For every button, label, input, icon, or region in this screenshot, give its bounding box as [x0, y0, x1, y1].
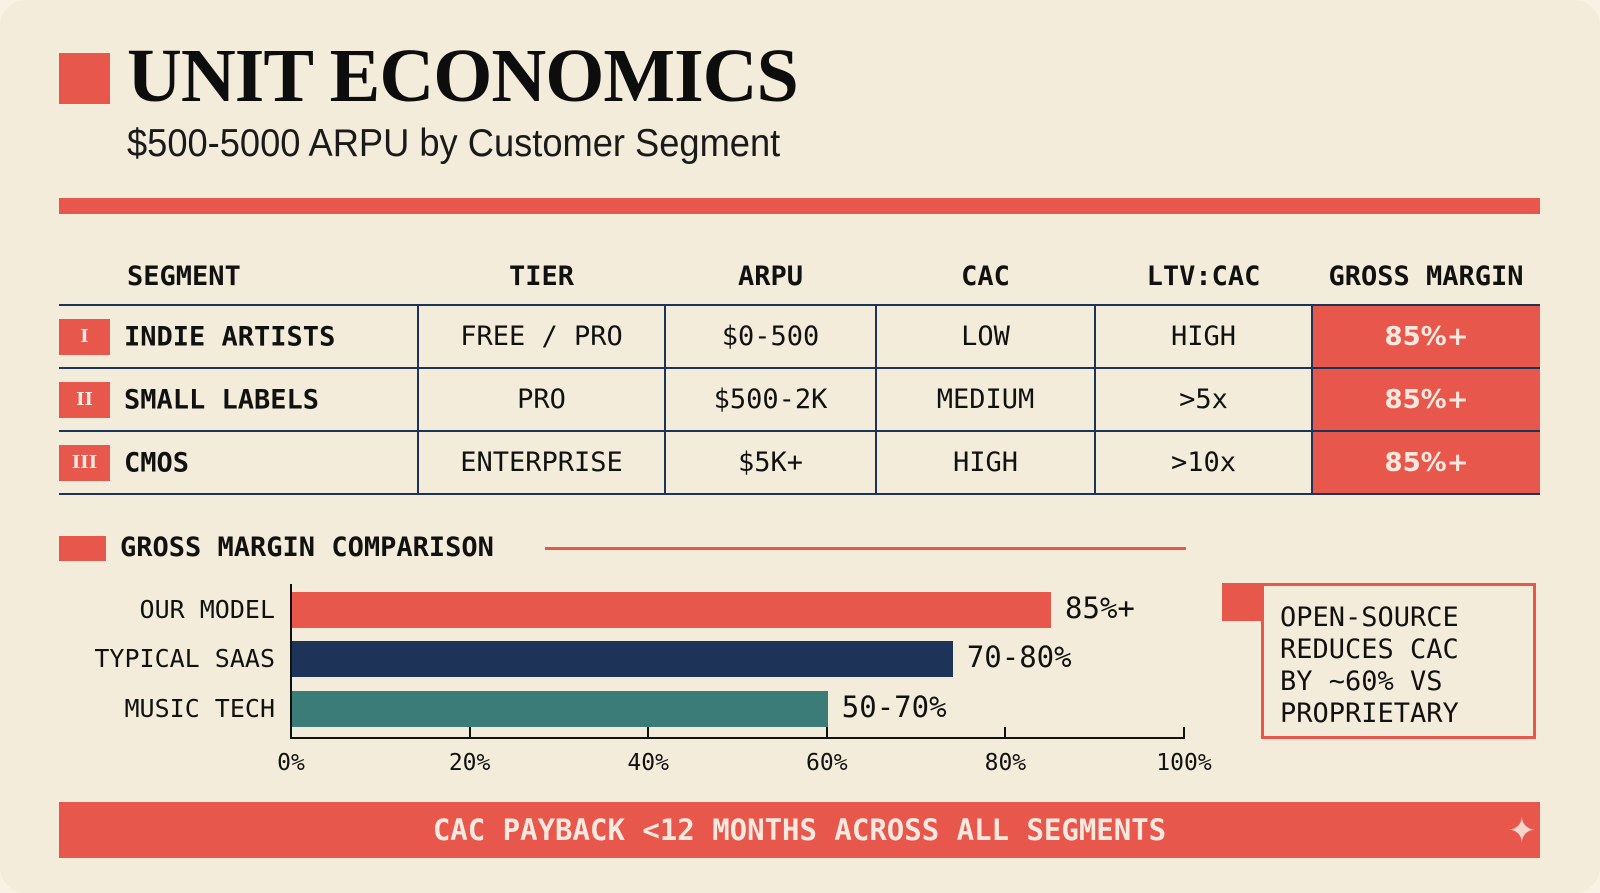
segment-cell: I INDIE ARTISTS: [59, 304, 418, 369]
arpu-cell: $500-2K: [664, 367, 876, 432]
x-axis: [290, 737, 1185, 739]
data-label: 70-80%: [966, 640, 1072, 674]
tick-mark: [1004, 727, 1007, 739]
bar: [292, 691, 828, 727]
bar: [292, 592, 1052, 628]
segment-name: CMOS: [124, 447, 190, 478]
segment-table: SEGMENT TIER ARPU CAC LTV:CAC GROSS MARG…: [59, 248, 1540, 495]
page-subtitle: $500-5000 ARPU by Customer Segment: [127, 122, 781, 165]
ltv-cac-cell: HIGH: [1094, 304, 1312, 369]
cac-cell: MEDIUM: [875, 367, 1095, 432]
segment-name: SMALL LABELS: [124, 384, 320, 415]
table-row: II SMALL LABELS PRO $500-2K MEDIUM >5x 85…: [59, 367, 1540, 432]
gross-margin-cell: 85%+: [1311, 367, 1540, 432]
arpu-cell: $5K+: [664, 430, 876, 495]
arpu-cell: $0-500: [664, 304, 876, 369]
sparkle-icon: ✦: [1508, 799, 1536, 853]
tick-label: 100%: [1156, 750, 1212, 776]
column-header: CAC: [961, 260, 1010, 292]
y-axis: [290, 584, 292, 739]
tier-cell: PRO: [417, 367, 665, 432]
column-header: LTV:CAC: [1146, 260, 1261, 292]
chart-title: GROSS MARGIN COMPARISON: [120, 532, 494, 563]
tier-cell: ENTERPRISE: [417, 430, 665, 495]
tick-label: 60%: [806, 750, 848, 776]
footer-banner: CAC PAYBACK <12 MONTHS ACROSS ALL SEGMEN…: [59, 802, 1540, 858]
cac-cell: HIGH: [875, 430, 1095, 495]
note-tab: [1222, 583, 1264, 621]
data-label: 85%+: [1065, 591, 1135, 625]
segment-cell: III CMOS: [59, 430, 418, 495]
category-label: TYPICAL SAAS: [94, 644, 275, 673]
table-header: SEGMENT TIER ARPU CAC LTV:CAC GROSS MARG…: [59, 248, 1540, 305]
column-header: SEGMENT: [127, 260, 241, 292]
note-line: OPEN-SOURCE: [1280, 602, 1459, 633]
gross-margin-cell: 85%+: [1311, 304, 1540, 369]
data-label: 50-70%: [841, 690, 947, 724]
divider: [59, 198, 1540, 214]
note-box: OPEN-SOURCE REDUCES CAC BY ~60% VS PROPR…: [1261, 583, 1536, 739]
tick-label: 80%: [984, 750, 1027, 776]
column-header: GROSS MARGIN: [1328, 260, 1524, 292]
segment-number: III: [59, 444, 110, 481]
bar: [292, 641, 953, 677]
table-row: III CMOS ENTERPRISE $5K+ HIGH >10x 85%+: [59, 430, 1540, 495]
section-marker: [59, 536, 106, 561]
tier-cell: FREE / PRO: [417, 304, 665, 369]
title-marker: [59, 53, 110, 104]
note-line: REDUCES CAC: [1280, 634, 1459, 665]
note-line: PROPRIETARY: [1280, 698, 1459, 729]
tick-label: 0%: [277, 750, 305, 776]
page-title: UNIT ECONOMICS: [127, 34, 799, 118]
tick-label: 40%: [627, 750, 669, 776]
section-rule: [545, 547, 1186, 550]
category-label: OUR MODEL: [139, 595, 275, 624]
tick-mark: [468, 727, 471, 739]
column-header: TIER: [508, 260, 575, 292]
gross-margin-cell: 85%+: [1311, 430, 1540, 495]
tick-mark: [647, 727, 650, 739]
segment-cell: II SMALL LABELS: [59, 367, 418, 432]
segment-name: INDIE ARTISTS: [124, 321, 336, 352]
tick-mark: [825, 727, 828, 739]
column-header: ARPU: [737, 260, 804, 292]
table-row: I INDIE ARTISTS FREE / PRO $0-500 LOW HIG…: [59, 304, 1540, 369]
cac-cell: LOW: [875, 304, 1095, 369]
tick-label: 20%: [448, 750, 491, 776]
segment-number: I: [59, 318, 110, 355]
category-label: MUSIC TECH: [124, 694, 275, 723]
ltv-cac-cell: >5x: [1094, 367, 1312, 432]
ltv-cac-cell: >10x: [1094, 430, 1312, 495]
note-line: BY ~60% VS: [1280, 666, 1443, 697]
tick-mark: [1183, 727, 1185, 739]
segment-number: II: [59, 381, 110, 418]
